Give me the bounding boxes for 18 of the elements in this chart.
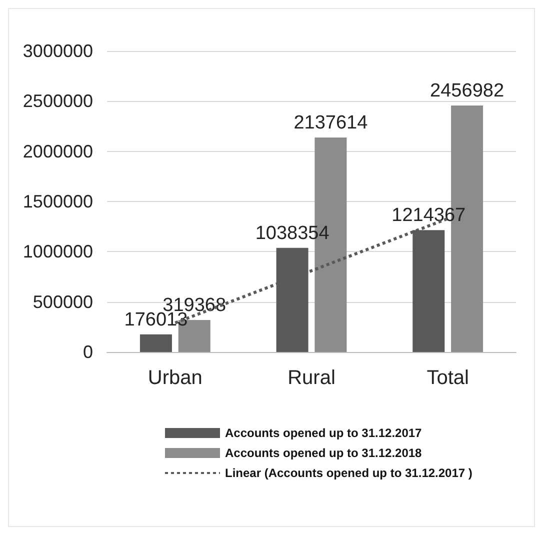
y-tick-label: 0 [82,342,93,362]
y-tick-label: 1000000 [22,242,93,262]
y-tick-label: 1500000 [22,192,93,212]
x-tick-label: Total [426,367,469,389]
y-tick-label: 500000 [32,292,93,312]
data-label: 1038354 [255,222,330,244]
data-label: 1214367 [392,205,466,226]
x-tick-label: Rural [288,367,336,389]
data-label: 2137614 [294,112,368,134]
bar [140,334,172,352]
y-tick-label: 3000000 [22,41,93,61]
y-tick-label: 2500000 [22,91,93,112]
x-tick-label: Urban [148,367,202,389]
legend-label: Accounts opened up to 31.12.2017 [225,426,422,440]
y-tick-label: 2000000 [22,141,93,162]
legend-label: Linear (Accounts opened up to 31.12.2017 ) [225,466,472,480]
data-label: 2456982 [430,80,504,102]
legend-label: Accounts opened up to 31.12.2018 [225,446,422,460]
